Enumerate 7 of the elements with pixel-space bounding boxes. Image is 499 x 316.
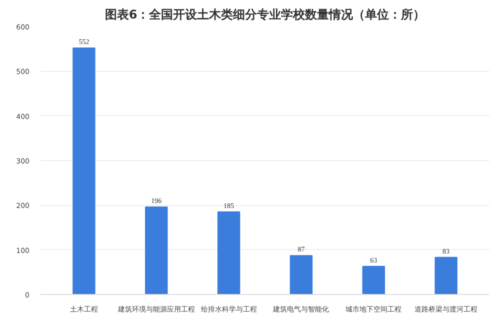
- bar: [217, 211, 240, 294]
- bar: [362, 266, 385, 294]
- chart-title: 图表6：全国开设土木类细分专业学校数量情况（单位：所）: [104, 8, 426, 22]
- bar: [434, 256, 458, 294]
- bar: [290, 255, 313, 294]
- bar: [145, 206, 168, 294]
- bar: [72, 47, 96, 294]
